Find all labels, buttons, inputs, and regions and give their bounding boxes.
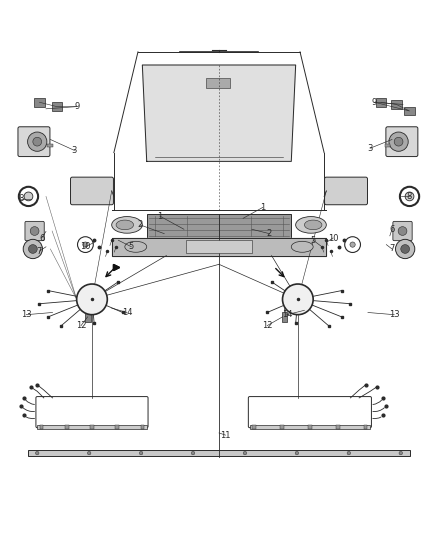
Text: 2: 2 [138, 220, 143, 229]
Polygon shape [112, 238, 326, 255]
Bar [280, 425, 284, 429]
Text: 10: 10 [328, 233, 338, 243]
Text: 7: 7 [389, 245, 395, 254]
Bar [206, 78, 230, 88]
Ellipse shape [125, 241, 147, 252]
Circle shape [347, 451, 350, 455]
Text: 8: 8 [18, 194, 24, 203]
Bar [391, 100, 402, 109]
Circle shape [350, 242, 355, 247]
FancyBboxPatch shape [393, 221, 412, 241]
Text: 3: 3 [72, 146, 77, 155]
Circle shape [405, 192, 414, 201]
Bar [250, 425, 370, 429]
Bar [52, 102, 62, 111]
FancyBboxPatch shape [18, 127, 50, 157]
Text: 2: 2 [267, 229, 272, 238]
Text: 9: 9 [372, 98, 377, 107]
FancyBboxPatch shape [325, 177, 367, 205]
Bar [147, 214, 291, 238]
Ellipse shape [291, 241, 313, 252]
Circle shape [33, 138, 42, 146]
Text: 10: 10 [80, 243, 91, 251]
Bar [385, 144, 390, 147]
Bar [28, 450, 410, 456]
Bar [336, 425, 339, 429]
Bar [376, 98, 386, 107]
Polygon shape [142, 65, 296, 161]
Text: 11: 11 [220, 431, 231, 440]
Ellipse shape [112, 216, 142, 233]
Circle shape [139, 451, 143, 455]
Text: 13: 13 [389, 310, 399, 319]
Text: 8: 8 [407, 192, 412, 201]
Ellipse shape [304, 220, 322, 230]
Ellipse shape [296, 216, 326, 233]
Circle shape [401, 245, 410, 253]
Bar [186, 240, 252, 253]
Bar [308, 425, 311, 429]
Circle shape [243, 451, 247, 455]
Circle shape [399, 451, 403, 455]
FancyBboxPatch shape [386, 127, 418, 157]
Bar [404, 107, 415, 115]
Text: 1: 1 [260, 203, 265, 212]
Circle shape [295, 451, 299, 455]
Text: 7: 7 [37, 247, 42, 256]
Circle shape [77, 284, 107, 314]
Text: 5: 5 [311, 236, 316, 245]
Bar [85, 312, 91, 322]
Text: 3: 3 [367, 144, 373, 153]
Text: 12: 12 [76, 321, 86, 330]
Text: 6: 6 [389, 225, 395, 234]
Bar [116, 425, 119, 429]
Circle shape [28, 245, 37, 253]
Circle shape [35, 451, 39, 455]
Bar [65, 425, 68, 429]
Bar [90, 425, 94, 429]
Bar [141, 425, 144, 429]
Bar [37, 425, 147, 429]
Ellipse shape [116, 220, 134, 230]
Text: 14: 14 [122, 308, 132, 317]
Circle shape [83, 242, 88, 247]
Text: 12: 12 [262, 321, 272, 330]
Circle shape [88, 451, 91, 455]
Circle shape [24, 192, 33, 201]
Text: 1: 1 [157, 212, 162, 221]
Circle shape [389, 132, 408, 151]
Bar [40, 425, 43, 429]
Text: 9: 9 [74, 102, 79, 111]
Text: 14: 14 [282, 310, 292, 319]
Bar [364, 425, 367, 429]
Circle shape [398, 227, 407, 236]
Circle shape [23, 239, 42, 259]
Bar [47, 144, 53, 147]
Text: 6: 6 [39, 233, 44, 243]
Bar [34, 98, 45, 107]
Bar [282, 312, 287, 322]
Circle shape [191, 451, 195, 455]
Circle shape [28, 132, 47, 151]
Text: 13: 13 [21, 310, 32, 319]
FancyBboxPatch shape [71, 177, 113, 205]
Circle shape [396, 239, 415, 259]
Circle shape [30, 227, 39, 236]
FancyBboxPatch shape [25, 221, 44, 241]
Circle shape [394, 138, 403, 146]
Bar [252, 425, 256, 429]
Circle shape [283, 284, 313, 314]
Text: 5: 5 [129, 243, 134, 251]
